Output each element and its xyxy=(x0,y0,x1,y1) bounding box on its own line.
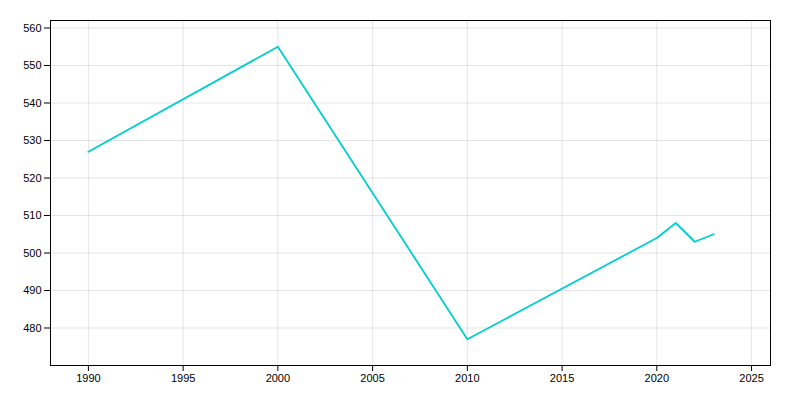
svg-text:490: 490 xyxy=(23,284,41,296)
svg-text:540: 540 xyxy=(23,97,41,109)
svg-text:2010: 2010 xyxy=(455,372,479,384)
svg-text:560: 560 xyxy=(23,22,41,34)
svg-text:2005: 2005 xyxy=(360,372,384,384)
svg-text:510: 510 xyxy=(23,209,41,221)
svg-text:1990: 1990 xyxy=(76,372,100,384)
svg-text:530: 530 xyxy=(23,134,41,146)
svg-text:520: 520 xyxy=(23,172,41,184)
svg-text:480: 480 xyxy=(23,322,41,334)
svg-text:2000: 2000 xyxy=(266,372,290,384)
svg-text:500: 500 xyxy=(23,247,41,259)
svg-text:550: 550 xyxy=(23,59,41,71)
svg-text:2015: 2015 xyxy=(550,372,574,384)
svg-text:1995: 1995 xyxy=(171,372,195,384)
svg-text:2025: 2025 xyxy=(739,372,763,384)
svg-text:2020: 2020 xyxy=(645,372,669,384)
